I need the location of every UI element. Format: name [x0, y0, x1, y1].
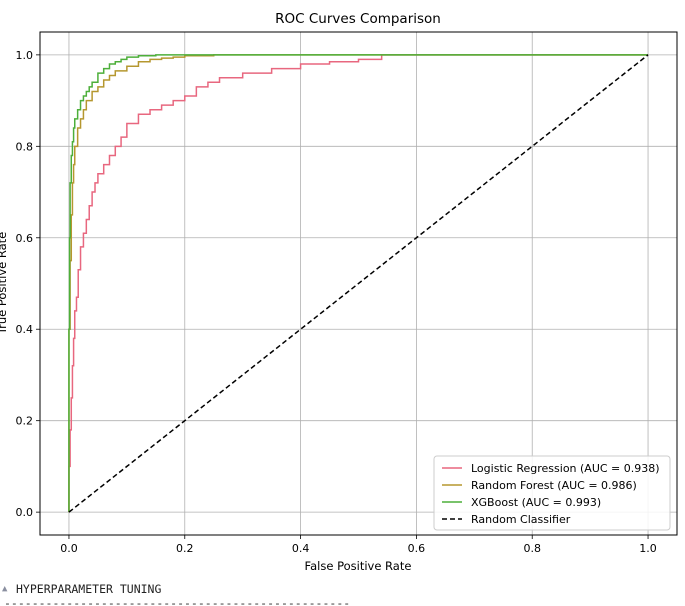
- console-divider: ----------------------------------------…: [4, 600, 350, 606]
- x-tick-label: 0.8: [523, 542, 541, 555]
- roc-figure: ROC Curves Comparison 0.0 0.2 0.4 0.6 0.8 1.0…: [0, 11, 678, 573]
- legend-label: Random Forest (AUC = 0.986): [471, 479, 637, 492]
- series-line-2: [68, 54, 649, 513]
- cell-output-icon: ▲: [2, 584, 8, 594]
- y-axis-label: True Positive Rate: [0, 232, 9, 335]
- chart-title: ROC Curves Comparison: [275, 11, 441, 27]
- x-axis-label: False Positive Rate: [305, 559, 412, 573]
- x-tick-label: 1.0: [639, 542, 657, 555]
- y-tick-label: 0.0: [16, 506, 34, 519]
- legend-label: Logistic Regression (AUC = 0.938): [471, 462, 660, 475]
- plot-area: [39, 31, 678, 536]
- legend-label: XGBoost (AUC = 0.993): [471, 496, 601, 509]
- y-tick-label: 0.8: [16, 140, 34, 153]
- series-lines: [68, 54, 649, 513]
- axis-ticks: 0.0 0.2 0.4 0.6 0.8 1.0 0.0 0.2 0.4 0.6 0.8 1.0: [16, 49, 657, 555]
- legend-box: [433, 455, 671, 531]
- legend: Logistic Regression (AUC = 0.938) Random …: [433, 455, 671, 531]
- series-line-3: [68, 54, 649, 513]
- console-line: HYPERPARAMETER TUNING: [16, 582, 162, 596]
- x-tick-label: 0.4: [292, 542, 310, 555]
- y-tick-label: 1.0: [16, 49, 34, 62]
- grid: [40, 32, 677, 535]
- series-line-1: [68, 54, 649, 513]
- x-tick-label: 0.0: [60, 542, 78, 555]
- console-output: ▲ HYPERPARAMETER TUNING ----------------…: [0, 578, 685, 606]
- x-tick-label: 0.6: [408, 542, 426, 555]
- legend-label: Random Classifier: [471, 513, 571, 526]
- y-tick-label: 0.6: [16, 232, 34, 245]
- y-tick-label: 0.4: [16, 323, 34, 336]
- y-tick-label: 0.2: [16, 415, 34, 428]
- series-line-0: [68, 54, 649, 513]
- x-tick-label: 0.2: [176, 542, 194, 555]
